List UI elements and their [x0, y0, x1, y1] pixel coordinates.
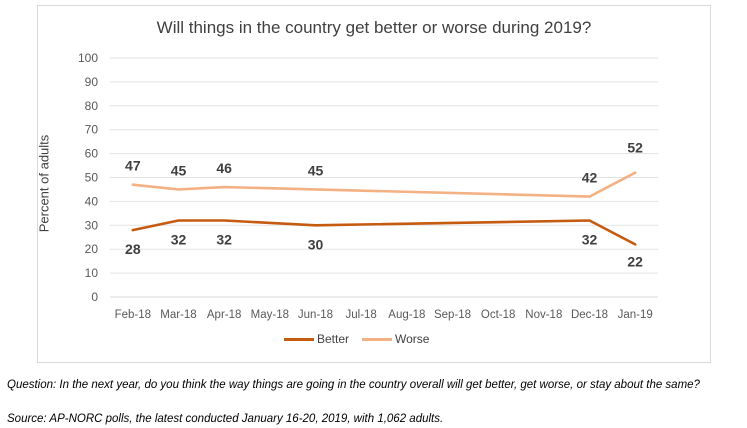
legend-label-worse: Worse [395, 332, 430, 346]
x-tick-label: Dec-18 [571, 309, 608, 321]
legend-swatch-worse [362, 337, 392, 341]
y-tick-label: 90 [85, 75, 99, 89]
x-tick-label: Jul-18 [346, 309, 377, 321]
x-tick-label: Feb-18 [115, 309, 151, 321]
x-tick-label: Oct-18 [481, 309, 516, 321]
data-label-better: 30 [308, 236, 324, 252]
legend-swatch-better [284, 337, 314, 341]
data-label-worse: 42 [582, 170, 598, 186]
legend-label-better: Better [317, 332, 350, 346]
chart-legend: Better Worse [0, 332, 747, 352]
y-tick-label: 30 [85, 218, 99, 232]
y-tick-label: 80 [85, 99, 99, 113]
data-label-worse: 45 [171, 162, 187, 178]
data-label-worse: 46 [216, 160, 232, 176]
data-label-better: 32 [582, 232, 598, 248]
series-line-better [131, 219, 637, 246]
y-tick-label: 40 [85, 194, 99, 208]
x-tick-label: Mar-18 [160, 309, 196, 321]
data-label-worse: 45 [308, 162, 324, 178]
question-note: Question: In the next year, do you think… [7, 379, 700, 391]
x-tick-label: Aug-18 [388, 309, 425, 321]
y-tick-label: 10 [85, 266, 99, 280]
x-tick-label: May-18 [251, 309, 289, 321]
y-tick-label: 0 [91, 290, 98, 304]
data-label-better: 28 [125, 241, 141, 257]
y-axis-label: Percent of adults [36, 134, 52, 233]
y-tick-label: 100 [78, 51, 98, 65]
y-tick-label: 60 [85, 147, 99, 161]
y-tick-label: 20 [85, 242, 99, 256]
y-tick-label: 70 [85, 123, 99, 137]
data-label-worse: 47 [125, 158, 141, 174]
data-label-worse: 52 [627, 140, 643, 156]
x-tick-label: Apr-18 [207, 309, 242, 321]
x-tick-label: Jun-18 [298, 309, 333, 321]
data-label-better: 22 [627, 253, 643, 269]
data-label-better: 32 [171, 232, 187, 248]
data-label-better: 32 [216, 232, 232, 248]
series-line-worse [131, 171, 637, 198]
legend-item-better: Better [284, 332, 349, 346]
legend-item-worse: Worse [362, 332, 429, 346]
x-tick-label: Jan-19 [618, 309, 653, 321]
source-note: Source: AP-NORC polls, the latest conduc… [7, 413, 444, 425]
chart-frame: Will things in the country get better or… [37, 5, 711, 363]
y-tick-label: 50 [85, 171, 99, 185]
x-tick-label: Sep-18 [434, 309, 471, 321]
x-tick-label: Nov-18 [525, 309, 562, 321]
chart-title: Will things in the country get better or… [156, 18, 592, 37]
